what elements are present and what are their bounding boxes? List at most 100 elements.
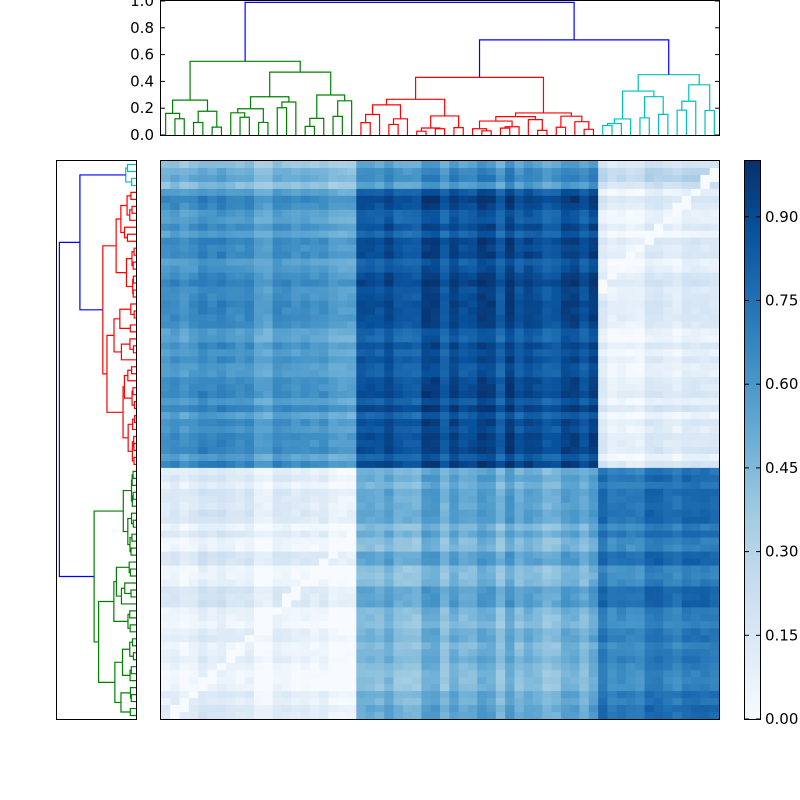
heatmap-cell <box>291 481 302 490</box>
heatmap-cell <box>467 600 478 608</box>
heatmap-cell <box>319 188 329 197</box>
heatmap-cell <box>440 440 450 448</box>
heatmap-cell <box>216 488 227 497</box>
heatmap-cell <box>412 167 422 176</box>
heatmap-cell <box>533 377 543 385</box>
heatmap-cell <box>319 370 329 378</box>
heatmap-cell <box>709 419 720 427</box>
heatmap-cell <box>365 684 376 692</box>
heatmap-cell <box>244 607 255 615</box>
heatmap-cell <box>300 453 311 462</box>
heatmap-cell <box>198 328 209 336</box>
heatmap-cell <box>467 509 478 518</box>
heatmap-cell <box>207 202 218 211</box>
heatmap-cell <box>263 579 274 588</box>
heatmap-cell <box>430 453 441 462</box>
heatmap-cell <box>533 474 543 483</box>
heatmap-cell <box>356 705 367 713</box>
heatmap-cell <box>291 565 302 574</box>
heatmap-cell <box>412 202 422 211</box>
heatmap-cell <box>365 279 376 288</box>
heatmap-cell <box>681 384 692 392</box>
top-ytick-label: 0.8 <box>130 19 154 37</box>
heatmap-cell <box>505 342 515 350</box>
heatmap-cell <box>514 649 525 657</box>
heatmap-cell <box>542 321 553 329</box>
heatmap-cell <box>244 230 255 239</box>
heatmap-cell <box>644 572 655 581</box>
heatmap-cell <box>412 446 422 455</box>
heatmap-cell <box>281 419 292 427</box>
heatmap-cell <box>626 705 636 713</box>
heatmap-cell <box>226 342 236 350</box>
heatmap-cell <box>347 300 357 309</box>
heatmap-cell <box>216 181 227 190</box>
heatmap-cell <box>505 530 515 539</box>
heatmap-cell <box>161 335 171 343</box>
heatmap-cell <box>458 460 469 469</box>
heatmap-cell <box>384 656 395 664</box>
heatmap-cell <box>356 174 367 183</box>
heatmap-cell <box>467 377 478 385</box>
heatmap-cell <box>458 370 469 378</box>
heatmap-cell <box>542 412 553 420</box>
heatmap-cell <box>254 230 264 239</box>
heatmap-cell <box>458 300 469 309</box>
heatmap-cell <box>347 258 357 267</box>
heatmap-cell <box>235 460 246 469</box>
heatmap-cell <box>477 286 488 295</box>
heatmap-cell <box>356 398 367 406</box>
top-ytick-label: 1.0 <box>130 0 154 10</box>
heatmap-cell <box>681 621 692 629</box>
heatmap-cell <box>644 684 655 692</box>
heatmap-cell <box>523 516 534 525</box>
heatmap-cell <box>579 488 590 497</box>
heatmap-cell <box>533 558 543 567</box>
heatmap-cell <box>495 223 506 232</box>
heatmap-cell <box>374 384 385 392</box>
heatmap-cell <box>653 712 664 720</box>
heatmap-cell <box>402 370 413 378</box>
heatmap-cell <box>570 537 581 546</box>
heatmap-cell <box>477 181 488 190</box>
heatmap-cell <box>170 614 181 622</box>
heatmap-cell <box>170 628 181 636</box>
heatmap-cell <box>216 209 227 218</box>
heatmap-cell <box>477 440 488 448</box>
heatmap-cell <box>514 481 525 490</box>
heatmap-cell <box>551 649 562 657</box>
heatmap-cell <box>635 356 646 364</box>
dendrogram-link-red <box>132 289 136 298</box>
heatmap-cell <box>477 593 488 602</box>
heatmap-cell <box>198 258 209 267</box>
heatmap-cell <box>235 419 246 427</box>
heatmap-cell <box>356 698 367 706</box>
heatmap-cell <box>374 258 385 267</box>
heatmap-cell <box>402 621 413 629</box>
heatmap-cell <box>365 342 376 350</box>
heatmap-cell <box>309 398 320 406</box>
heatmap-cell <box>709 523 720 532</box>
heatmap-cell <box>365 628 376 636</box>
heatmap-cell <box>486 677 497 685</box>
dendrogram-link-red <box>132 387 136 396</box>
heatmap-cell <box>393 377 404 385</box>
heatmap-cell <box>709 502 720 511</box>
heatmap-cell <box>616 272 627 281</box>
heatmap-cell <box>700 440 711 448</box>
heatmap-cell <box>681 370 692 378</box>
heatmap-cell <box>626 600 636 608</box>
heatmap-cell <box>179 537 190 546</box>
heatmap-cell <box>616 174 627 183</box>
heatmap-cell <box>691 216 701 225</box>
heatmap-cell <box>319 286 329 295</box>
heatmap-cell <box>672 572 683 581</box>
heatmap-cell <box>440 488 450 497</box>
heatmap-cell <box>188 642 199 650</box>
heatmap-cell <box>449 209 460 218</box>
heatmap-cell <box>337 244 348 253</box>
heatmap-cell <box>254 321 264 329</box>
heatmap-cell <box>188 698 199 706</box>
heatmap-cell <box>263 230 274 239</box>
heatmap-cell <box>691 349 701 357</box>
